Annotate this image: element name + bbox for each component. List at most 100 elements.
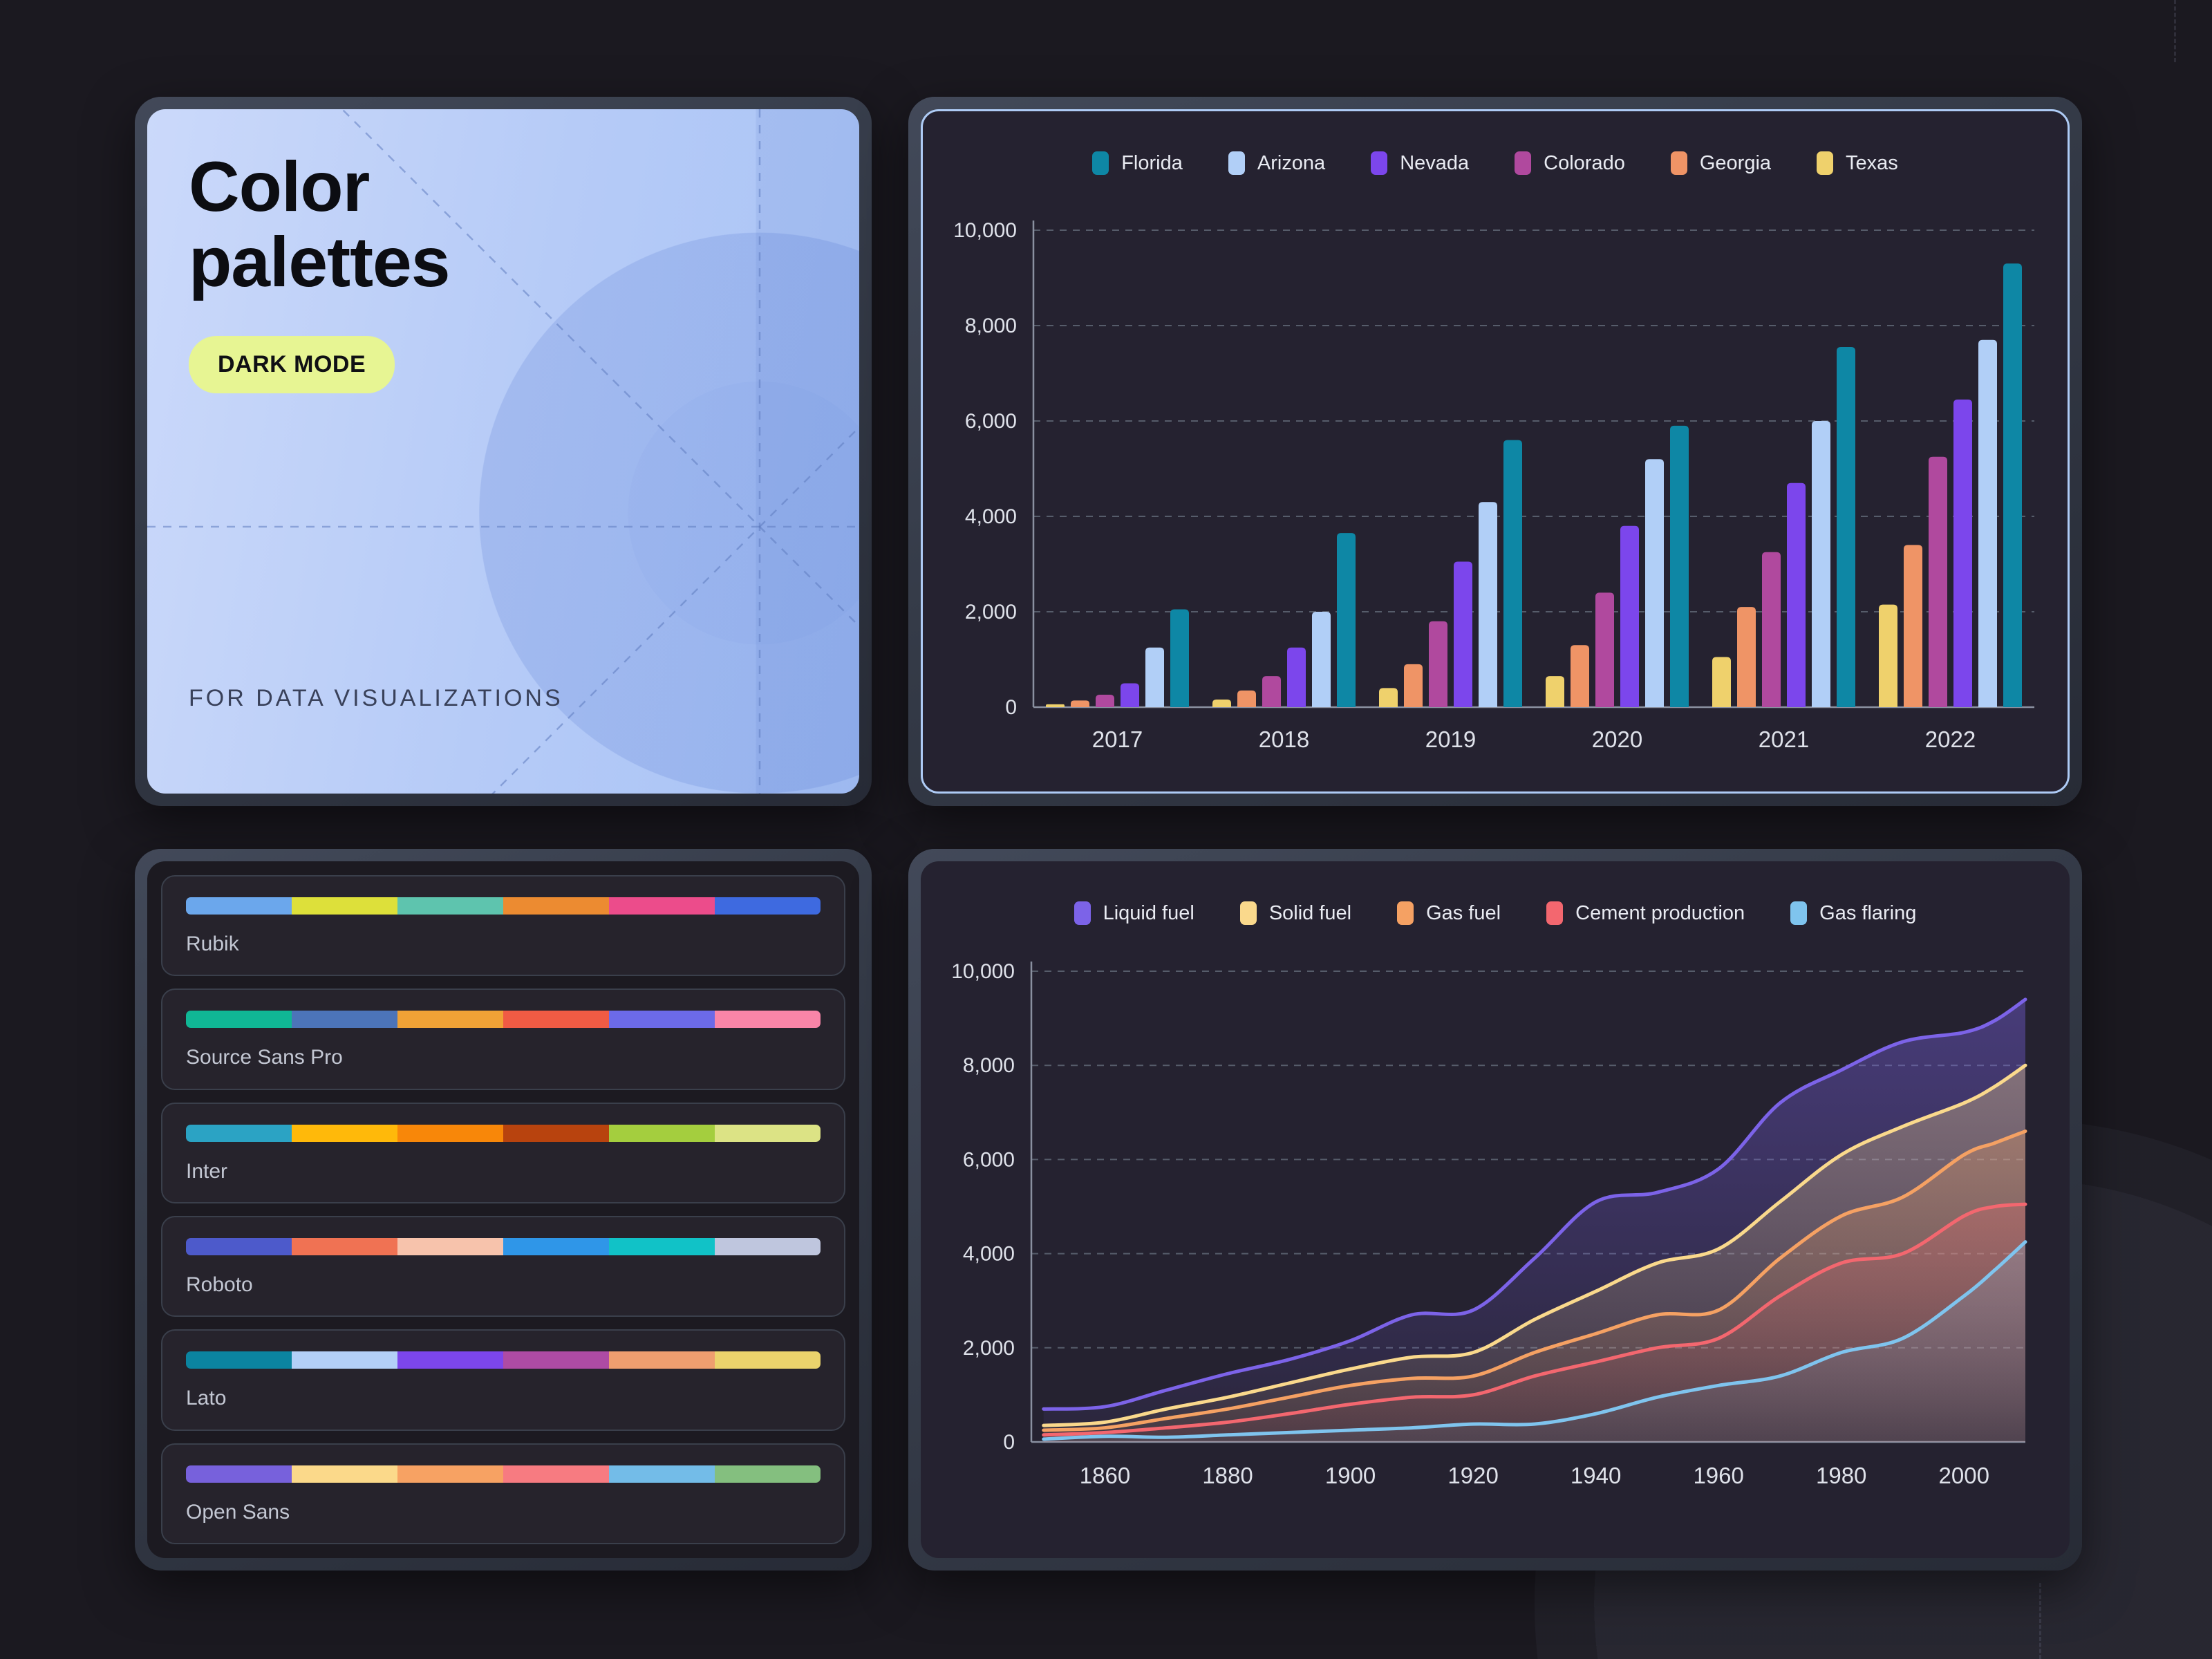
- bar-arizona-2022[interactable]: [1978, 339, 1997, 707]
- bar-texas-2020[interactable]: [1546, 676, 1564, 707]
- palette-strip: [186, 1465, 821, 1483]
- legend-swatch: [1670, 151, 1687, 175]
- y-tick-label: 10,000: [951, 960, 1015, 983]
- x-tick-label: 1900: [1325, 1463, 1376, 1488]
- dark-mode-badge[interactable]: DARK MODE: [189, 336, 395, 394]
- bar-florida-2017[interactable]: [1170, 609, 1189, 707]
- bar-florida-2018[interactable]: [1337, 533, 1356, 707]
- bar-georgia-2017[interactable]: [1071, 700, 1089, 707]
- bar-arizona-2018[interactable]: [1312, 612, 1331, 707]
- legend-label: Florida: [1121, 151, 1183, 174]
- palette-strip: [186, 897, 821, 915]
- palette-segment: [503, 897, 609, 915]
- bar-colorado-2019[interactable]: [1429, 621, 1447, 707]
- palette-segment: [397, 1351, 503, 1369]
- palette-segment: [292, 1237, 397, 1255]
- palette-segment: [186, 1351, 292, 1369]
- bar-arizona-2017[interactable]: [1145, 647, 1164, 707]
- area-line-gas-fuel[interactable]: [1042, 1130, 2027, 1432]
- bar-georgia-2018[interactable]: [1237, 690, 1256, 707]
- bar-nevada-2020[interactable]: [1620, 525, 1639, 707]
- palette-segment: [715, 897, 821, 915]
- bar-texas-2018[interactable]: [1212, 699, 1231, 707]
- area-line-cement-production[interactable]: [1042, 1202, 2027, 1437]
- bar-colorado-2021[interactable]: [1762, 552, 1781, 707]
- area-line-liquid-fuel[interactable]: [1042, 997, 2027, 1411]
- legend-label: Gas flaring: [1819, 901, 1917, 924]
- area-chart-legend: Liquid fuel Solid fuel Gas fuel Cement prod…: [921, 901, 2070, 925]
- legend-item[interactable]: Gas fuel: [1397, 901, 1501, 925]
- palette-row-lato: Lato: [161, 1329, 845, 1431]
- legend-item[interactable]: Cement production: [1546, 901, 1745, 925]
- bar-texas-2017[interactable]: [1046, 704, 1065, 707]
- bar-texas-2022[interactable]: [1879, 604, 1897, 707]
- legend-item[interactable]: Georgia: [1670, 151, 1771, 175]
- x-tick-label: 1940: [1571, 1463, 1621, 1488]
- legend-swatch: [1546, 901, 1564, 925]
- legend-label: Cement production: [1575, 901, 1745, 924]
- bar-colorado-2020[interactable]: [1595, 592, 1614, 707]
- bar-florida-2022[interactable]: [2003, 263, 2022, 707]
- bar-nevada-2021[interactable]: [1787, 482, 1806, 707]
- legend-item[interactable]: Solid fuel: [1239, 901, 1351, 925]
- bar-florida-2019[interactable]: [1503, 440, 1522, 707]
- legend-item[interactable]: Colorado: [1515, 151, 1625, 175]
- palette-segment: [292, 897, 397, 915]
- hero-card: Color palettes DARK MODE FOR DATA VISUAL…: [135, 97, 872, 806]
- y-tick-label: 6,000: [965, 410, 1017, 433]
- bar-colorado-2022[interactable]: [1929, 456, 1947, 707]
- legend-item[interactable]: Liquid fuel: [1074, 901, 1194, 925]
- area-line-solid-fuel[interactable]: [1042, 1063, 2027, 1427]
- legend-item[interactable]: Texas: [1817, 151, 1898, 175]
- area-line-gas-flaring[interactable]: [1042, 1240, 2027, 1441]
- palette-segment: [186, 1465, 292, 1483]
- bar-nevada-2018[interactable]: [1287, 647, 1306, 707]
- bar-georgia-2022[interactable]: [1904, 545, 1922, 707]
- legend-item[interactable]: Arizona: [1228, 151, 1325, 175]
- palette-segment: [715, 1465, 821, 1483]
- bar-florida-2020[interactable]: [1670, 425, 1689, 707]
- area-chart-card: Liquid fuel Solid fuel Gas fuel Cement prod…: [908, 849, 2082, 1571]
- bar-colorado-2017[interactable]: [1096, 695, 1114, 707]
- bar-nevada-2019[interactable]: [1454, 561, 1472, 707]
- x-tick-label: 2021: [1759, 727, 1809, 752]
- bar-arizona-2021[interactable]: [1812, 421, 1830, 707]
- legend-label: Nevada: [1400, 151, 1470, 174]
- y-tick-label: 4,000: [965, 505, 1017, 528]
- bar-nevada-2017[interactable]: [1121, 683, 1139, 708]
- bar-florida-2021[interactable]: [1837, 347, 1855, 707]
- bar-nevada-2022[interactable]: [1953, 399, 1972, 707]
- bar-texas-2021[interactable]: [1712, 657, 1731, 707]
- legend-item[interactable]: Nevada: [1371, 151, 1469, 175]
- legend-swatch: [1074, 901, 1091, 925]
- bar-georgia-2021[interactable]: [1737, 607, 1756, 707]
- bar-georgia-2019[interactable]: [1404, 664, 1423, 707]
- palette-label: Inter: [186, 1159, 228, 1183]
- bar-arizona-2019[interactable]: [1479, 502, 1497, 707]
- legend-item[interactable]: Florida: [1092, 151, 1183, 175]
- x-tick-label: 1960: [1693, 1463, 1743, 1488]
- palette-label: Source Sans Pro: [186, 1046, 343, 1069]
- bar-arizona-2020[interactable]: [1645, 459, 1664, 707]
- area-fill-gas-flaring: [1043, 1241, 2025, 1442]
- bar-georgia-2020[interactable]: [1571, 645, 1589, 707]
- palette-row-inter: Inter: [161, 1102, 845, 1203]
- legend-swatch: [1092, 151, 1109, 175]
- palette-strip: [186, 1351, 821, 1369]
- legend-item[interactable]: Gas flaring: [1790, 901, 1916, 925]
- background-dashed-line: [2039, 1583, 2041, 1659]
- y-tick-label: 2,000: [963, 1337, 1015, 1360]
- palette-segment: [609, 1124, 715, 1142]
- palette-segment: [397, 1237, 503, 1255]
- x-tick-label: 1920: [1447, 1463, 1498, 1488]
- y-tick-label: 0: [1003, 1431, 1015, 1454]
- bar-colorado-2018[interactable]: [1262, 676, 1281, 707]
- legend-label: Gas fuel: [1426, 901, 1501, 924]
- bar-texas-2019[interactable]: [1379, 688, 1398, 707]
- palette-segment: [503, 1351, 609, 1369]
- palette-row-rubik: Rubik: [161, 875, 845, 977]
- palette-strip: [186, 1237, 821, 1255]
- palette-segment: [609, 1465, 715, 1483]
- x-tick-label: 2019: [1425, 727, 1476, 752]
